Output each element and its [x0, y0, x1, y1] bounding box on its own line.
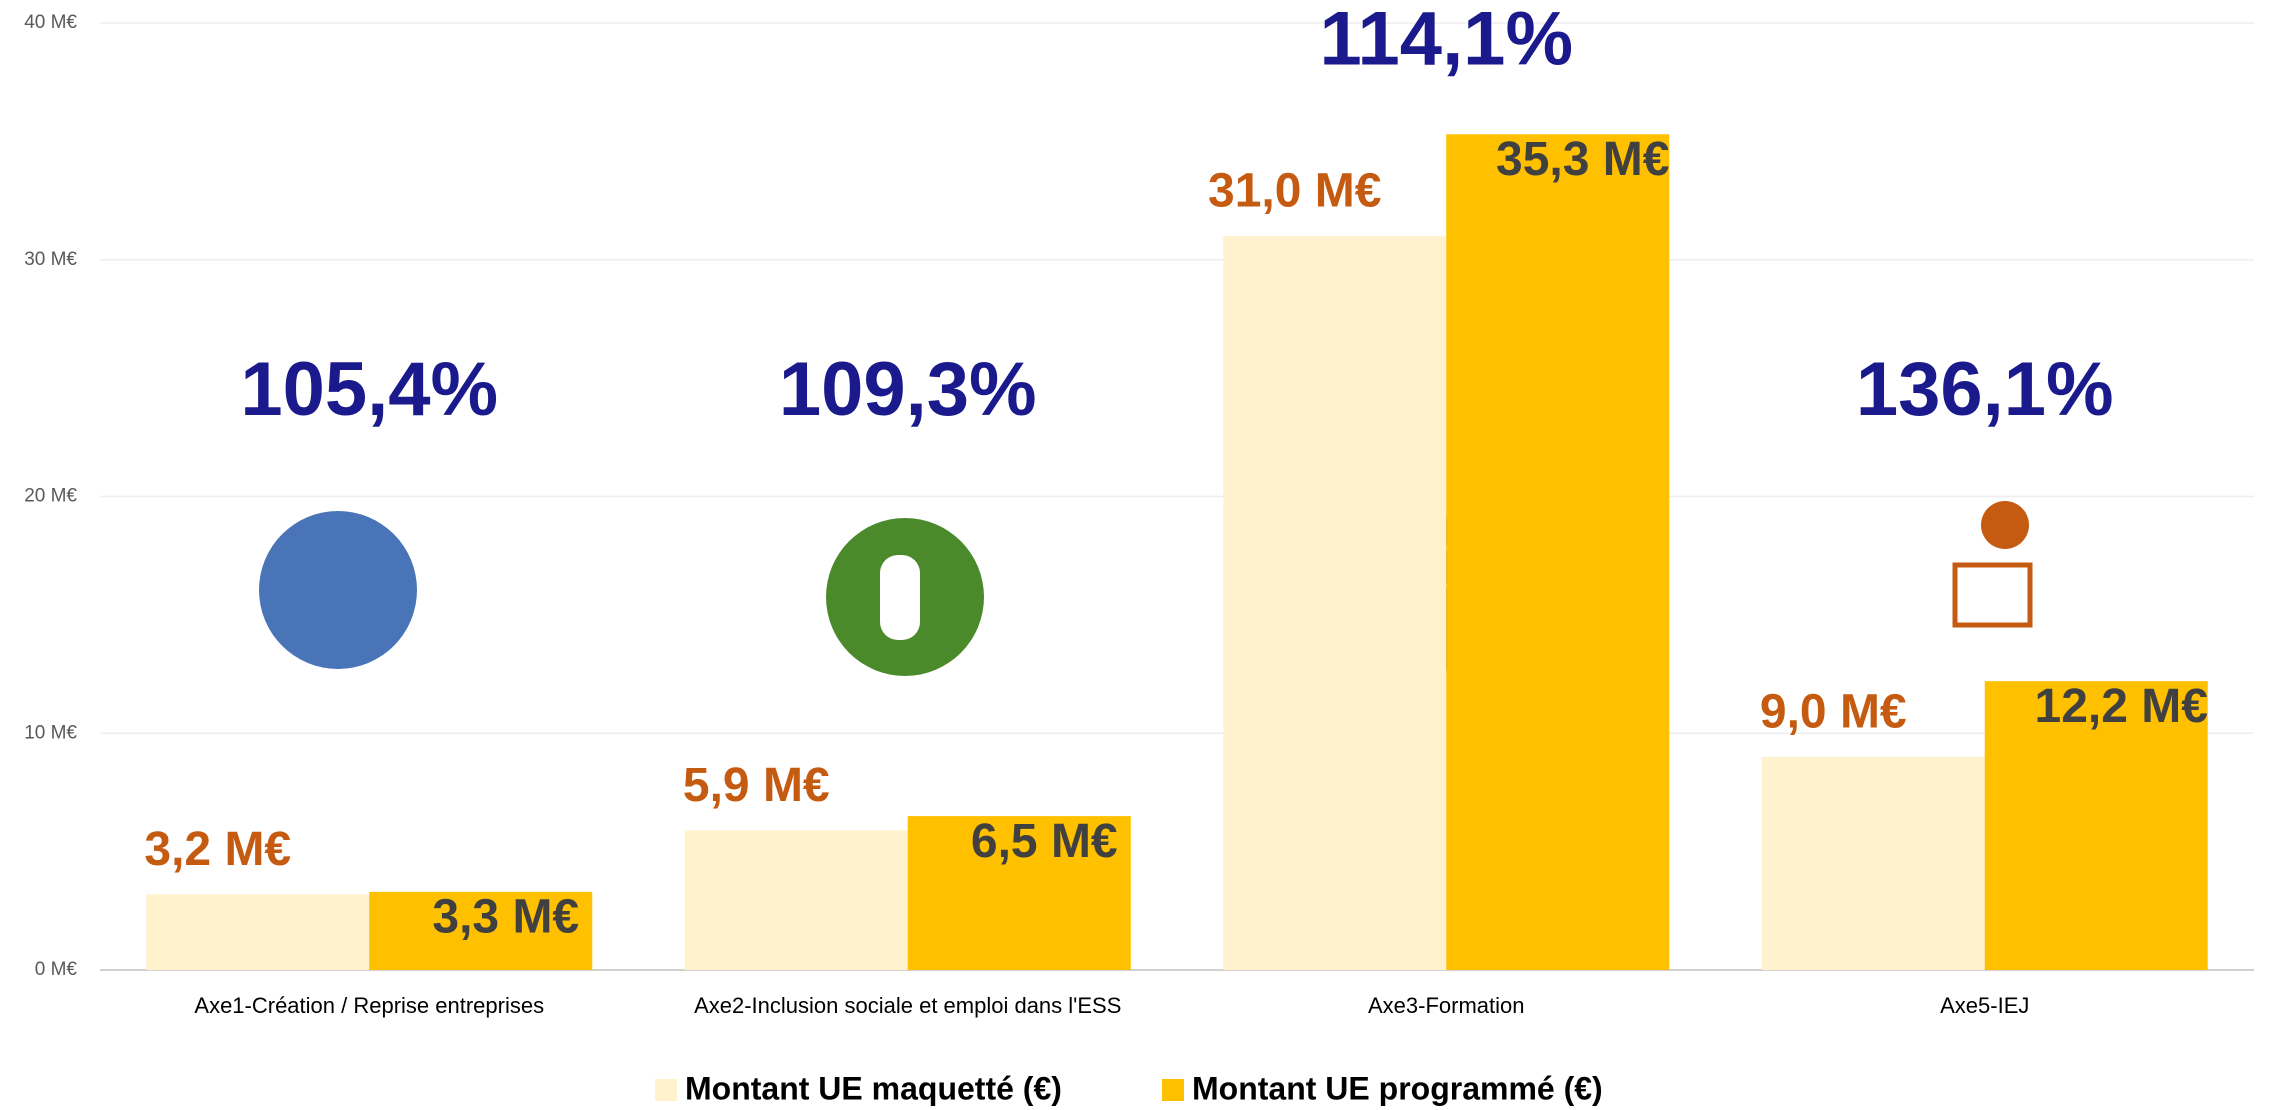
- percent-annotation: 136,1%: [1856, 347, 2114, 432]
- bar: [146, 894, 369, 970]
- value-label: 3,3 M€: [432, 891, 579, 944]
- y-tick-label: 30 M€: [24, 249, 77, 270]
- value-label: 9,0 M€: [1760, 686, 1907, 739]
- bar: [685, 830, 908, 970]
- x-tick-label: Axe5-IEJ: [1940, 993, 2029, 1018]
- value-label: 5,9 M€: [683, 759, 830, 812]
- icon-jobs-sign: [1955, 565, 2030, 625]
- legend-swatch: [1162, 1079, 1184, 1101]
- value-label: 3,2 M€: [144, 823, 291, 876]
- percent-annotation: 109,3%: [779, 347, 1037, 432]
- legend-label: Montant UE programmé (€): [1192, 1070, 1603, 1106]
- x-tick-label: Axe3-Formation: [1368, 993, 1525, 1018]
- legend-label: Montant UE maquetté (€): [685, 1070, 1062, 1106]
- bar: [1762, 757, 1985, 970]
- x-tick-label: Axe1-Création / Reprise entreprises: [194, 993, 544, 1018]
- y-tick-label: 40 M€: [24, 12, 77, 33]
- y-tick-label: 10 M€: [24, 722, 77, 743]
- icon-hand-shape: [880, 555, 920, 640]
- x-tick-label: Axe2-Inclusion sociale et emploi dans l'…: [694, 993, 1121, 1018]
- chart: 0 M€ 10 M€ 20 M€ 30 M€ 40 M€ Axe1-Création / …: [0, 0, 2295, 1110]
- value-label: 6,5 M€: [971, 815, 1118, 868]
- legend-swatch: [655, 1079, 677, 1101]
- percent-annotation: 114,1%: [1319, 0, 1573, 81]
- bar: [1446, 134, 1669, 970]
- value-label: 12,2 M€: [2035, 680, 2208, 733]
- value-label: 31,0 M€: [1208, 165, 1381, 218]
- icon-jobs-head: [1981, 501, 2029, 549]
- y-tick-label: 20 M€: [24, 486, 77, 507]
- icon-people: [259, 511, 417, 669]
- bar: [1223, 236, 1446, 970]
- y-tick-label: 0 M€: [35, 959, 78, 980]
- icons: [259, 501, 2030, 676]
- percent-annotation: 105,4%: [240, 347, 498, 432]
- value-label: 35,3 M€: [1496, 133, 1669, 186]
